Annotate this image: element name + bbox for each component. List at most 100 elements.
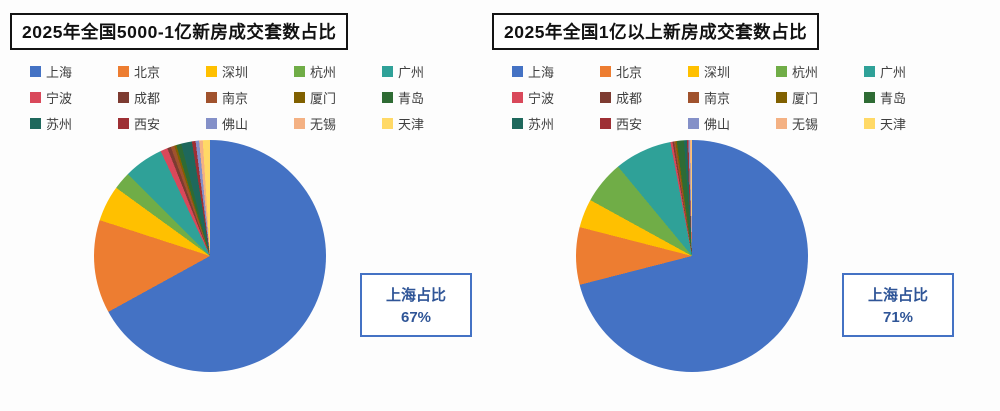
legend-label: 厦门 xyxy=(310,91,337,106)
legend-item-厦门: 厦门 xyxy=(294,88,382,107)
legend-label: 苏州 xyxy=(528,117,555,132)
legend-label: 佛山 xyxy=(704,117,731,132)
pie-chart-left xyxy=(94,140,326,372)
legend-item-宁波: 宁波 xyxy=(30,88,118,107)
pie-chart-right xyxy=(576,140,808,372)
legend-item-南京: 南京 xyxy=(206,88,294,107)
panel-1yi-plus: 2025年全国1亿以上新房成交套数占比 上海 北京 深圳 杭州 广州宁波 成都 南京 厦门 青岛… xyxy=(488,0,972,411)
chart-title-right: 2025年全国1亿以上新房成交套数占比 xyxy=(492,13,820,50)
legend-swatch xyxy=(382,92,393,103)
legend-label: 西安 xyxy=(616,117,643,132)
legend-label: 深圳 xyxy=(222,65,249,80)
legend-item-无锡: 无锡 xyxy=(776,114,864,133)
legend-item-苏州: 苏州 xyxy=(512,114,600,133)
legend-swatch xyxy=(30,92,41,103)
legend-label: 厦门 xyxy=(792,91,819,106)
legend-left: 上海 北京 深圳 杭州 广州宁波 成都 南京 厦门 青岛苏州 西安 佛山 无锡 天津 xyxy=(30,62,470,133)
legend-swatch xyxy=(688,66,699,77)
legend-swatch xyxy=(776,66,787,77)
legend-swatch xyxy=(776,92,787,103)
legend-label: 天津 xyxy=(398,117,425,132)
legend-item-青岛: 青岛 xyxy=(382,88,470,107)
legend-label: 青岛 xyxy=(880,91,907,106)
annotation-label-left: 上海占比 xyxy=(385,287,446,304)
annotation-box-right: 上海占比 71% xyxy=(842,273,954,337)
annotation-label-right: 上海占比 xyxy=(867,287,928,304)
legend-item-佛山: 佛山 xyxy=(688,114,776,133)
legend-item-广州: 广州 xyxy=(864,62,952,81)
legend-swatch xyxy=(688,118,699,129)
legend-label: 青岛 xyxy=(398,91,425,106)
legend-label: 成都 xyxy=(616,91,643,106)
legend-item-北京: 北京 xyxy=(600,62,688,81)
legend-label: 杭州 xyxy=(792,65,819,80)
legend-label: 无锡 xyxy=(310,117,337,132)
legend-label: 上海 xyxy=(528,65,555,80)
legend-swatch xyxy=(118,92,129,103)
legend-item-天津: 天津 xyxy=(864,114,952,133)
legend-swatch xyxy=(864,66,875,77)
legend-label: 广州 xyxy=(398,65,425,80)
legend-item-上海: 上海 xyxy=(30,62,118,81)
legend-label: 广州 xyxy=(880,65,907,80)
legend-swatch xyxy=(206,66,217,77)
legend-swatch xyxy=(30,118,41,129)
legend-swatch xyxy=(382,66,393,77)
legend-label: 杭州 xyxy=(310,65,337,80)
legend-item-成都: 成都 xyxy=(118,88,206,107)
legend-item-厦门: 厦门 xyxy=(776,88,864,107)
legend-swatch xyxy=(118,66,129,77)
legend-item-杭州: 杭州 xyxy=(776,62,864,81)
legend-item-南京: 南京 xyxy=(688,88,776,107)
legend-item-西安: 西安 xyxy=(118,114,206,133)
legend-swatch xyxy=(512,92,523,103)
legend-item-苏州: 苏州 xyxy=(30,114,118,133)
legend-label: 北京 xyxy=(134,65,161,80)
legend-swatch xyxy=(206,92,217,103)
legend-right: 上海 北京 深圳 杭州 广州宁波 成都 南京 厦门 青岛苏州 西安 佛山 无锡 天津 xyxy=(512,62,952,133)
legend-item-佛山: 佛山 xyxy=(206,114,294,133)
legend-swatch xyxy=(600,66,611,77)
legend-swatch xyxy=(776,118,787,129)
legend-label: 深圳 xyxy=(704,65,731,80)
legend-item-青岛: 青岛 xyxy=(864,88,952,107)
legend-swatch xyxy=(600,118,611,129)
legend-label: 苏州 xyxy=(46,117,73,132)
legend-item-北京: 北京 xyxy=(118,62,206,81)
panel-5000w-1yi: 2025年全国5000-1亿新房成交套数占比 上海 北京 深圳 杭州 广州宁波 成都 南京 厦… xyxy=(6,0,490,411)
legend-item-广州: 广州 xyxy=(382,62,470,81)
legend-label: 北京 xyxy=(616,65,643,80)
legend-swatch xyxy=(382,118,393,129)
legend-label: 南京 xyxy=(704,91,731,106)
legend-item-深圳: 深圳 xyxy=(688,62,776,81)
legend-swatch xyxy=(294,118,305,129)
annotation-value-left: 67% xyxy=(400,309,432,326)
legend-label: 宁波 xyxy=(528,91,555,106)
legend-swatch xyxy=(864,92,875,103)
legend-swatch xyxy=(512,66,523,77)
legend-item-深圳: 深圳 xyxy=(206,62,294,81)
legend-swatch xyxy=(294,66,305,77)
legend-item-上海: 上海 xyxy=(512,62,600,81)
legend-swatch xyxy=(30,66,41,77)
chart-title-left: 2025年全国5000-1亿新房成交套数占比 xyxy=(10,13,349,50)
legend-swatch xyxy=(206,118,217,129)
legend-swatch xyxy=(118,118,129,129)
legend-label: 无锡 xyxy=(792,117,819,132)
legend-label: 上海 xyxy=(46,65,73,80)
legend-label: 佛山 xyxy=(222,117,249,132)
legend-item-成都: 成都 xyxy=(600,88,688,107)
legend-swatch xyxy=(864,118,875,129)
annotation-box-left: 上海占比 67% xyxy=(360,273,472,337)
legend-label: 天津 xyxy=(880,117,907,132)
legend-label: 西安 xyxy=(134,117,161,132)
legend-swatch xyxy=(688,92,699,103)
legend-swatch xyxy=(294,92,305,103)
legend-item-杭州: 杭州 xyxy=(294,62,382,81)
legend-item-无锡: 无锡 xyxy=(294,114,382,133)
legend-swatch xyxy=(600,92,611,103)
annotation-value-right: 71% xyxy=(882,309,914,326)
legend-item-西安: 西安 xyxy=(600,114,688,133)
legend-item-宁波: 宁波 xyxy=(512,88,600,107)
